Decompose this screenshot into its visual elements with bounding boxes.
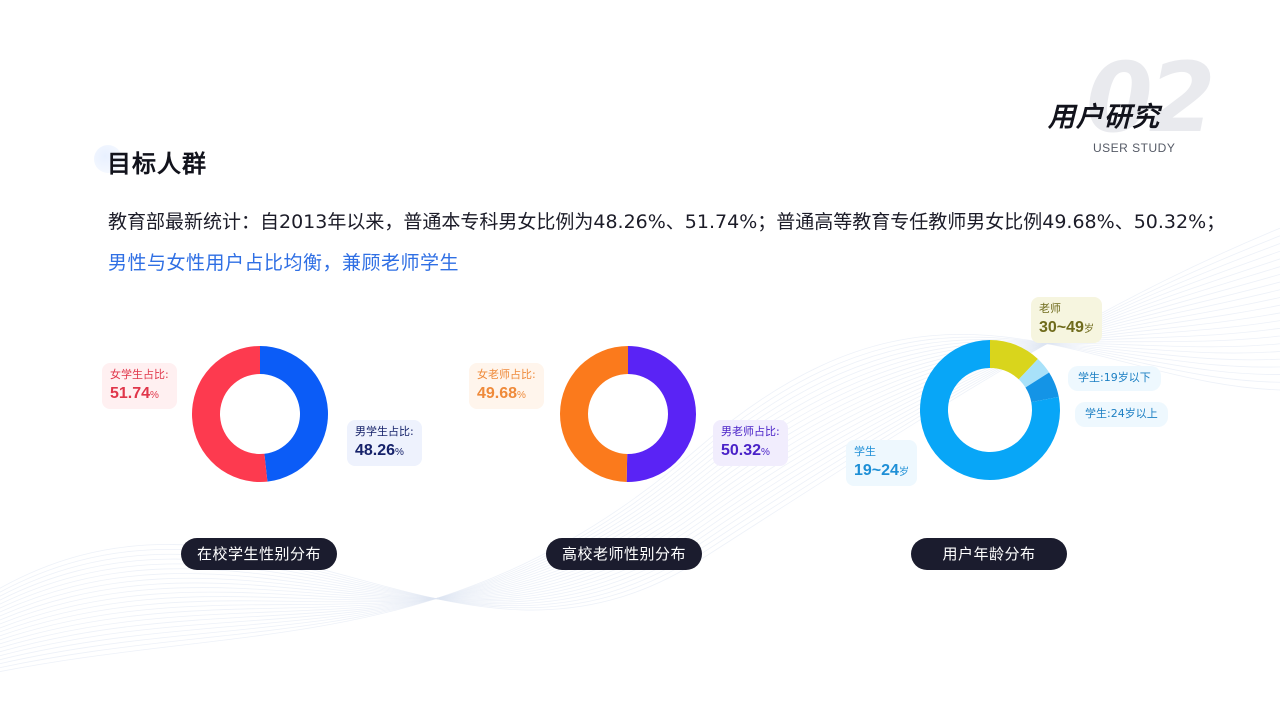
age-old-student-label: 学生:24岁以上 [1085,408,1158,421]
student-gender-donut [180,334,340,494]
female-teacher-tag: 女老师占比: 49.68% [469,363,544,409]
age-young-student-tag: 学生:19岁以下 [1068,366,1161,391]
statistics-text: 教育部最新统计：自2013年以来，普通本专科男女比例为48.26%、51.74%… [108,210,1225,235]
male-teacher-tag: 男老师占比: 50.32% [713,420,788,466]
female-teacher-label: 女老师占比: [477,369,536,382]
female-teacher-value: 49.68 [477,385,517,402]
age-distribution-title: 用户年龄分布 [911,538,1067,570]
male-teacher-slice [627,346,696,482]
female-teacher-unit: % [517,390,526,401]
student-gender-title: 在校学生性别分布 [181,538,337,570]
age-teacher-tag: 老师 30~49岁 [1031,297,1102,343]
section-title: 用户研究 [1048,104,1160,131]
age-old-student-tag: 学生:24岁以上 [1075,402,1168,427]
female-student-value: 51.74 [110,385,150,402]
page-title: 目标人群 [107,150,207,179]
age-teacher-value: 30~49 [1039,319,1084,336]
male-teacher-value: 50.32 [721,442,761,459]
female-student-tag: 女学生占比: 51.74% [102,363,177,409]
female-student-unit: % [150,390,159,401]
male-student-unit: % [395,447,404,458]
age-teacher-unit: 岁 [1084,324,1094,335]
highlight-text: 男性与女性用户占比均衡，兼顾老师学生 [108,251,459,276]
male-student-tag: 男学生占比: 48.26% [347,420,422,466]
teacher-gender-donut [548,334,708,494]
teacher-gender-title: 高校老师性别分布 [546,538,702,570]
age-main-student-unit: 岁 [899,467,909,478]
age-main-student-tag: 学生 19~24岁 [846,440,917,486]
age-main-student-value: 19~24 [854,462,899,479]
female-student-label: 女学生占比: [110,369,169,382]
male-student-value: 48.26 [355,442,395,459]
age-teacher-label: 老师 [1039,303,1094,316]
female-student-slice [192,346,267,482]
female-teacher-slice [560,346,628,482]
male-teacher-unit: % [761,447,770,458]
age-distribution-donut [910,330,1070,490]
male-student-label: 男学生占比: [355,426,414,439]
age-main-student-label: 学生 [854,446,909,459]
male-student-slice [260,346,328,482]
section-subtitle: USER STUDY [1093,141,1175,155]
age-young-student-label: 学生:19岁以下 [1078,372,1151,385]
male-teacher-label: 男老师占比: [721,426,780,439]
